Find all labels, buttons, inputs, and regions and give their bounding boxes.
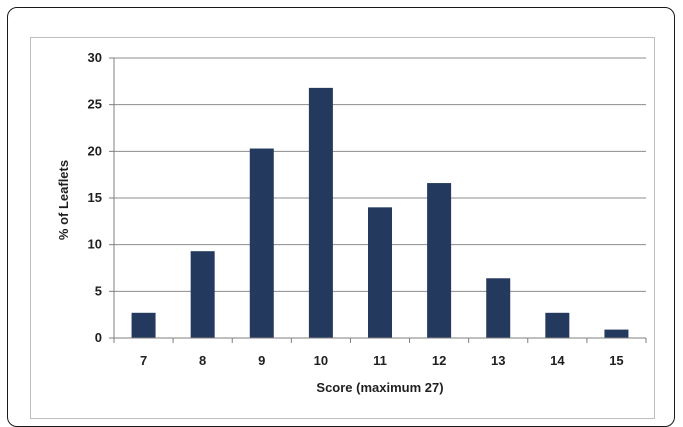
y-tick-labels: 0 5 10 15 20 25 30 (88, 50, 102, 345)
x-tick-label: 14 (550, 353, 565, 368)
bar-15 (604, 329, 629, 338)
y-tick-label: 25 (88, 97, 102, 112)
x-tick-label: 12 (432, 353, 446, 368)
y-axis-title: % of Leaflets (56, 160, 71, 240)
bar-12 (427, 183, 452, 338)
x-tick-label: 15 (609, 353, 623, 368)
bar-8 (190, 251, 215, 338)
y-tick-label: 15 (88, 190, 102, 205)
x-tick-label: 11 (373, 353, 387, 368)
axes (109, 57, 647, 343)
bar-14 (545, 312, 570, 338)
y-tick-label: 20 (88, 143, 102, 158)
bar-13 (486, 278, 511, 338)
bar-10 (308, 87, 333, 338)
x-tick-label: 8 (199, 353, 206, 368)
bar-11 (368, 207, 392, 338)
y-tick-label: 30 (88, 50, 102, 65)
y-tick-label: 5 (95, 283, 102, 298)
bars (131, 87, 629, 338)
x-tick-label: 7 (140, 353, 147, 368)
y-tick-label: 10 (88, 237, 102, 252)
bar-7 (131, 312, 156, 338)
x-tick-label: 13 (491, 353, 505, 368)
y-tick-label: 0 (95, 330, 102, 345)
chart-area (30, 37, 655, 419)
x-tick-label: 9 (258, 353, 265, 368)
x-axis-title: Score (maximum 27) (316, 380, 443, 395)
bar-9 (249, 148, 274, 338)
x-tick-label: 10 (314, 353, 328, 368)
x-tick-labels: 7 8 9 10 11 12 13 14 15 (140, 353, 624, 368)
